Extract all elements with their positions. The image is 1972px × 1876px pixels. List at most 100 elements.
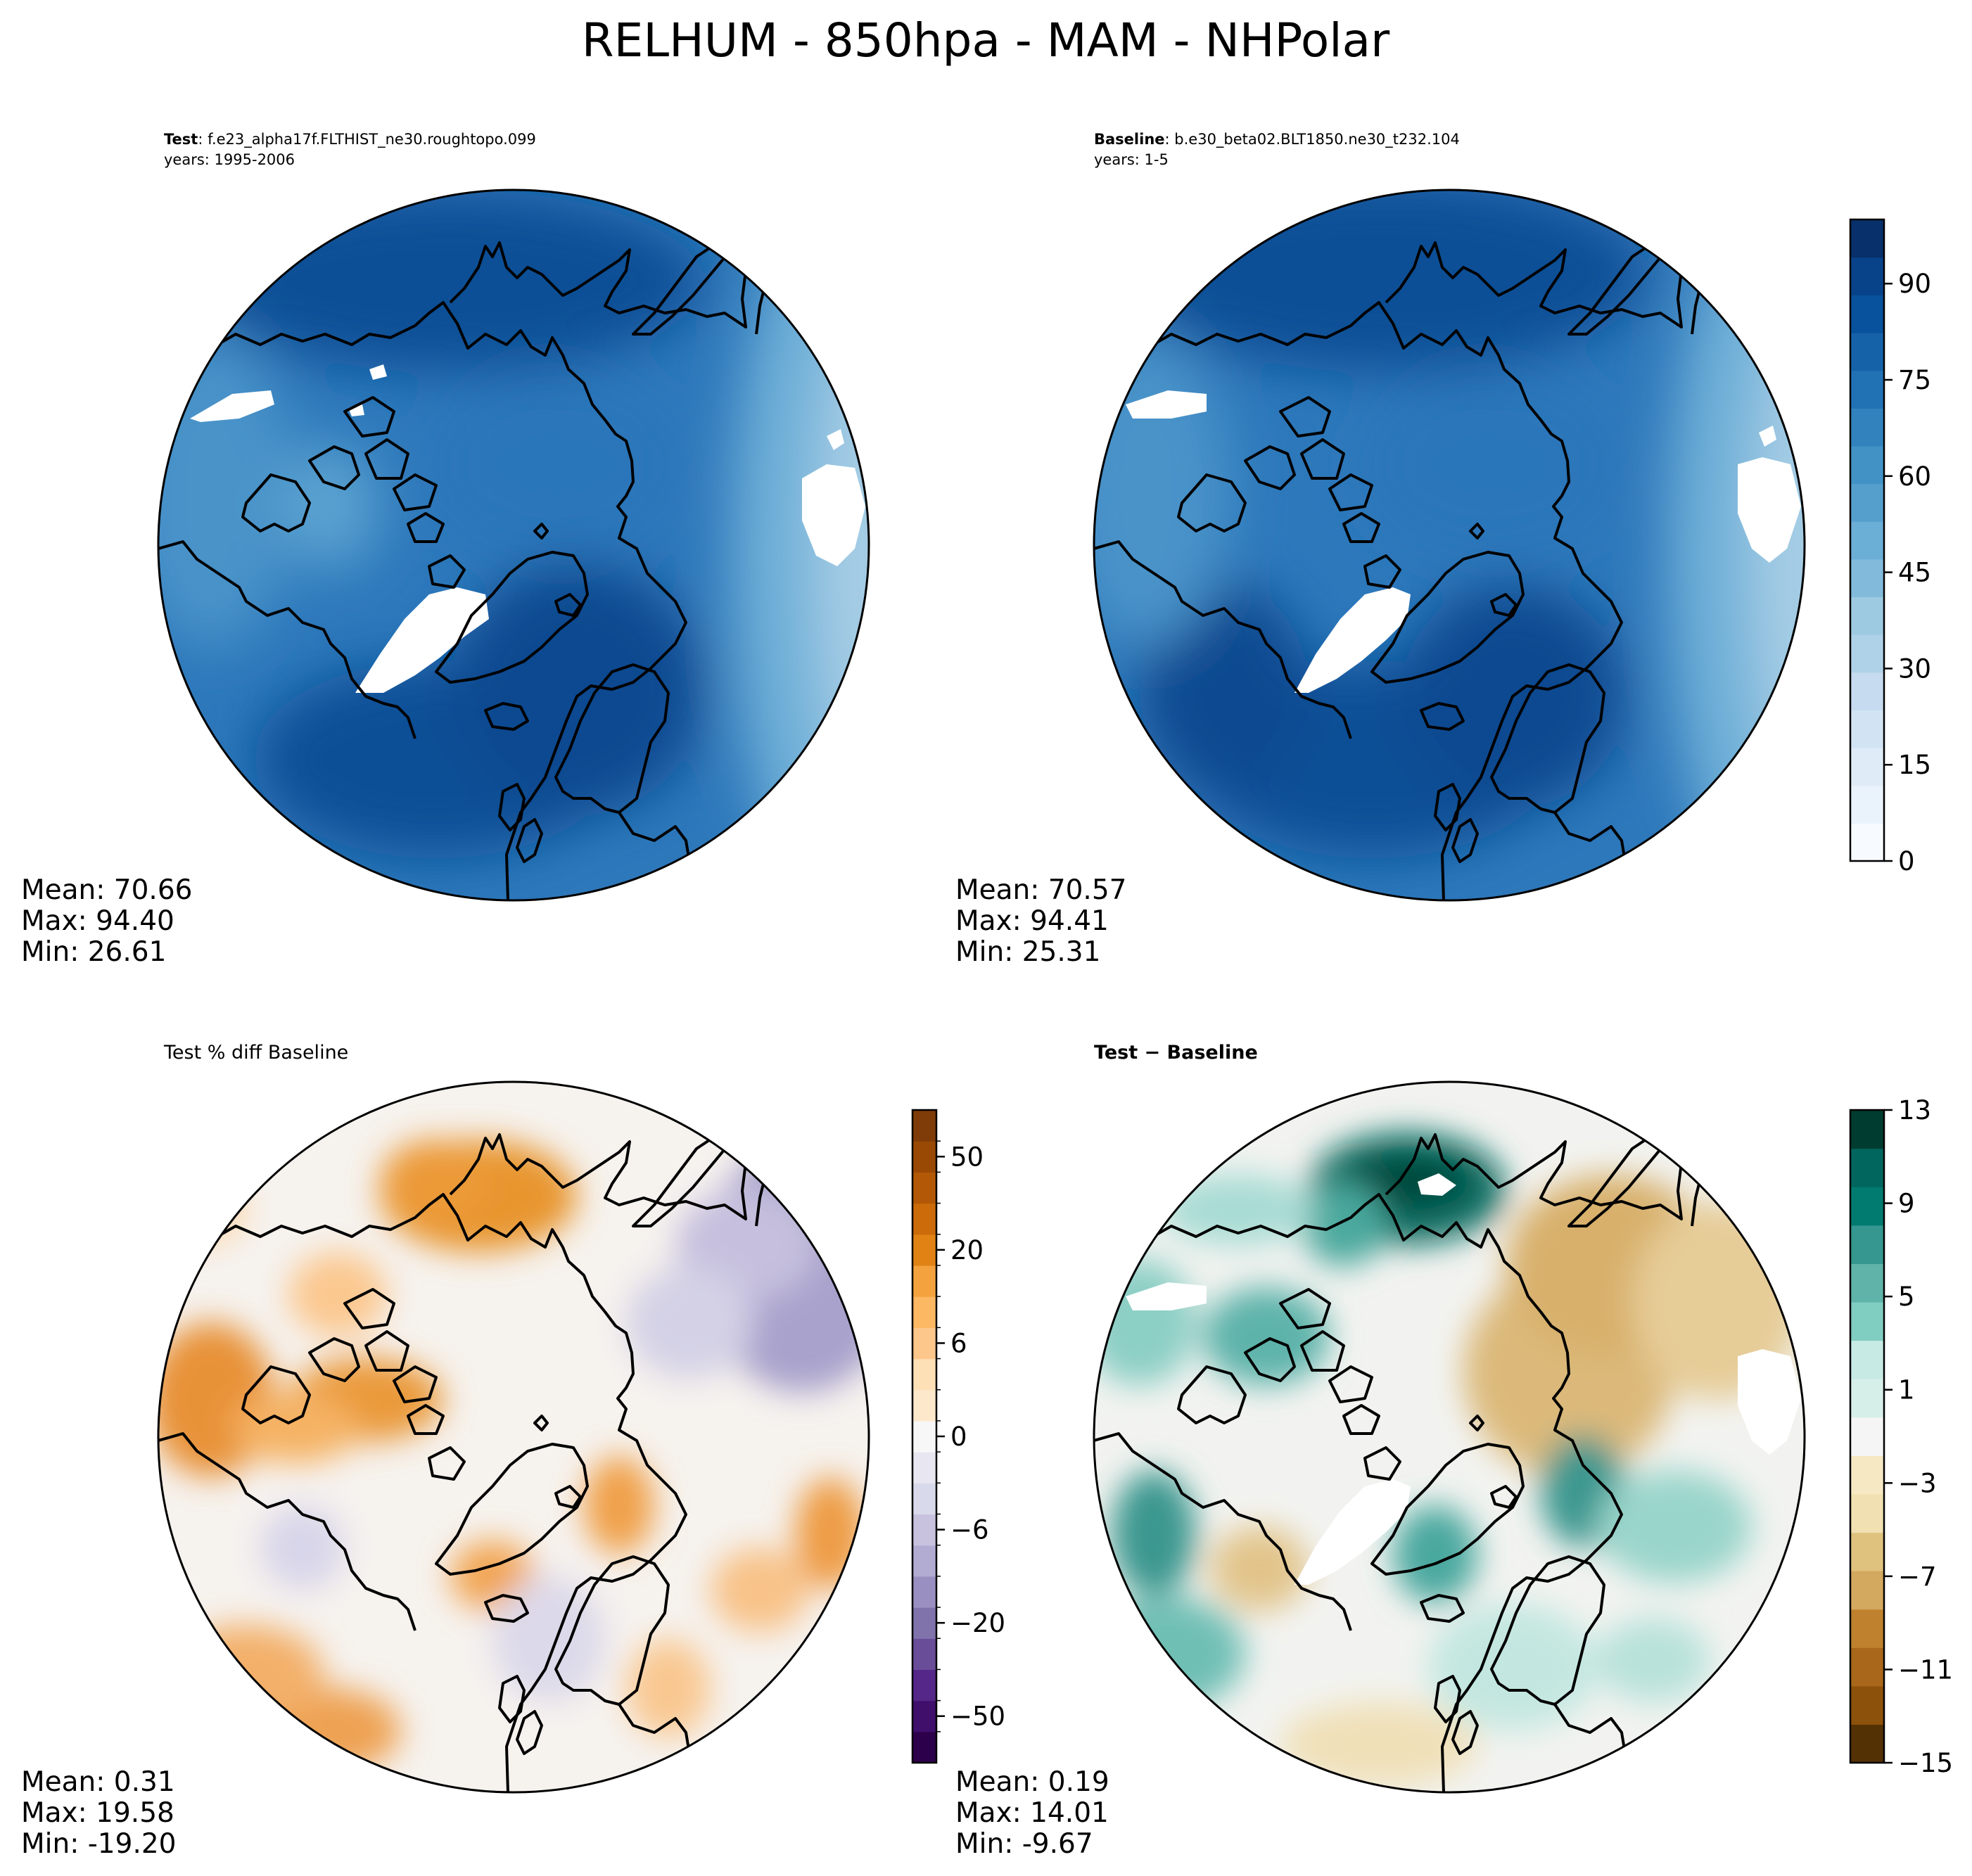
missing-rockies bbox=[1126, 390, 1207, 419]
colorbar-segment bbox=[1850, 332, 1884, 371]
colorbar-segment bbox=[1850, 408, 1884, 447]
stat-mean: Mean: 70.57 bbox=[955, 874, 1126, 906]
colorbar-segment bbox=[1850, 1647, 1884, 1687]
colorbar-segment bbox=[1850, 1532, 1884, 1571]
colorbar-segment bbox=[1850, 1455, 1884, 1495]
colorbar-segment bbox=[912, 1203, 936, 1235]
colorbar-segment bbox=[1850, 1379, 1884, 1418]
colorbar-tick-label: 0 bbox=[950, 1422, 967, 1452]
map-diff bbox=[1094, 1082, 1805, 1792]
missing-rockies bbox=[190, 390, 274, 422]
colorbar-tick-label: 75 bbox=[1898, 365, 1931, 395]
panel-subtitle: years: 1-5 bbox=[1094, 151, 1169, 168]
colorbar-segment bbox=[912, 1731, 936, 1763]
missing-patch-small bbox=[369, 364, 387, 380]
colorbar-tick-label: −20 bbox=[950, 1608, 1005, 1638]
colorbar-segment bbox=[912, 1514, 936, 1546]
colorbar-segment bbox=[912, 1420, 936, 1453]
colorbar-segment bbox=[1850, 445, 1884, 485]
map-border bbox=[157, 1080, 870, 1794]
colorbar-segment bbox=[1850, 1187, 1884, 1226]
panel-label: Baseline: b.e30_beta02.BLT1850.ne30_t232… bbox=[1094, 131, 1460, 148]
colorbar-segment bbox=[1850, 748, 1884, 786]
colorbar-segment bbox=[1850, 785, 1884, 824]
panel-subtitle: years: 1995-2006 bbox=[164, 151, 295, 168]
colorbar-segment bbox=[1850, 1685, 1884, 1725]
panel-baseline: Baseline: b.e30_beta02.BLT1850.ne30_t232… bbox=[955, 131, 1806, 968]
colorbar-tick-label: 15 bbox=[1898, 750, 1931, 780]
panel-label: Test − Baseline bbox=[1094, 1042, 1258, 1064]
colorbar-segment bbox=[1850, 483, 1884, 522]
colorbar-segment bbox=[1850, 1571, 1884, 1610]
colorbar-tick-label: 60 bbox=[1898, 461, 1931, 492]
map-baseline bbox=[1094, 190, 1805, 900]
map-border bbox=[157, 189, 870, 902]
colorbar-tick-label: −3 bbox=[1898, 1468, 1937, 1498]
colorbar-tick-label: 20 bbox=[950, 1235, 984, 1265]
colorbar-segment bbox=[912, 1389, 936, 1422]
panel-test: Test: f.e23_alpha17f.FLTHIST_ne30.rought… bbox=[21, 131, 870, 968]
stat-min: Min: -9.67 bbox=[955, 1828, 1093, 1860]
colorbar-frame bbox=[1849, 218, 1885, 862]
panel-label: Test % diff Baseline bbox=[163, 1042, 348, 1064]
colorbar-segment bbox=[912, 1234, 936, 1266]
colorbar-segment bbox=[1850, 1263, 1884, 1303]
missing-plateau bbox=[1738, 1349, 1801, 1455]
colorbar-segment bbox=[912, 1141, 936, 1173]
missing-plateau bbox=[1738, 457, 1801, 563]
panel-label-bold: Baseline bbox=[1094, 131, 1165, 148]
stat-min: Min: 26.61 bbox=[21, 936, 166, 968]
colorbar-segment bbox=[1850, 1493, 1884, 1533]
colorbar-diff: −15 −11 −7 −3 1 5 9 13 bbox=[1849, 1095, 1953, 1778]
panel-label: Test: f.e23_alpha17f.FLTHIST_ne30.rought… bbox=[164, 131, 536, 148]
missing-patch bbox=[1759, 426, 1776, 447]
colorbar-segment bbox=[1850, 672, 1884, 711]
colorbar-segment bbox=[1850, 219, 1884, 258]
missing-greenland bbox=[1294, 587, 1411, 693]
missing-greenland bbox=[1294, 1479, 1411, 1585]
colorbar-segment bbox=[1850, 710, 1884, 748]
colorbar-relhum: 0 15 30 45 60 75 90 bbox=[1849, 218, 1931, 876]
stat-max: Max: 94.40 bbox=[21, 905, 174, 937]
colorbar-segment bbox=[1850, 823, 1884, 862]
colorbar-segment bbox=[912, 1669, 936, 1702]
colorbar-segment bbox=[912, 1296, 936, 1328]
colorbar-tick-label: −15 bbox=[1898, 1748, 1953, 1778]
panel-label-sep: : bbox=[198, 131, 208, 148]
colorbar-tick-label: 13 bbox=[1898, 1095, 1931, 1125]
panel-label-rest: b.e30_beta02.BLT1850.ne30_t232.104 bbox=[1174, 131, 1460, 148]
colorbar-segment bbox=[1850, 521, 1884, 560]
colorbar-tick-label: −7 bbox=[1898, 1562, 1937, 1592]
stat-min: Min: -19.20 bbox=[21, 1828, 176, 1860]
colorbar-tick-label: 90 bbox=[1898, 269, 1931, 299]
colorbar-segment bbox=[1850, 596, 1884, 635]
colorbar-segment bbox=[1850, 1225, 1884, 1264]
panel-pctdiff: Test % diff Baseline bbox=[21, 1042, 870, 1860]
colorbar-segment bbox=[912, 1452, 936, 1483]
panel-label-rest: f.e23_alpha17f.FLTHIST_ne30.roughtopo.09… bbox=[208, 131, 536, 148]
colorbar-segment bbox=[1850, 559, 1884, 598]
colorbar-segment bbox=[1850, 1301, 1884, 1341]
map-field-shading bbox=[1094, 190, 1805, 900]
stat-min: Min: 25.31 bbox=[955, 936, 1100, 968]
colorbar-segment bbox=[912, 1700, 936, 1733]
colorbar-frame bbox=[1849, 1109, 1885, 1764]
missing-greenland bbox=[355, 587, 489, 693]
colorbar-segment bbox=[912, 1607, 936, 1639]
colorbar-tick-label: −6 bbox=[950, 1515, 989, 1545]
colorbar-segment bbox=[912, 1327, 936, 1360]
missing-siberia bbox=[1418, 1173, 1456, 1196]
map-pctdiff bbox=[158, 1082, 869, 1792]
stat-max: Max: 14.01 bbox=[955, 1797, 1109, 1829]
colorbar-segment bbox=[1850, 1110, 1884, 1149]
colorbar-tick-label: 45 bbox=[1898, 558, 1931, 588]
colorbar-segment bbox=[1850, 1724, 1884, 1763]
colorbar-segment bbox=[1850, 257, 1884, 295]
stat-max: Max: 94.41 bbox=[955, 905, 1109, 937]
panel-diff: Test − Baseline bbox=[955, 1042, 1806, 1860]
colorbar-tick-label: −50 bbox=[950, 1702, 1005, 1732]
colorbar-segment bbox=[1850, 295, 1884, 333]
figure-title: RELHUM - 850hpa - MAM - NHPolar bbox=[582, 13, 1390, 68]
colorbar-segment bbox=[912, 1358, 936, 1391]
